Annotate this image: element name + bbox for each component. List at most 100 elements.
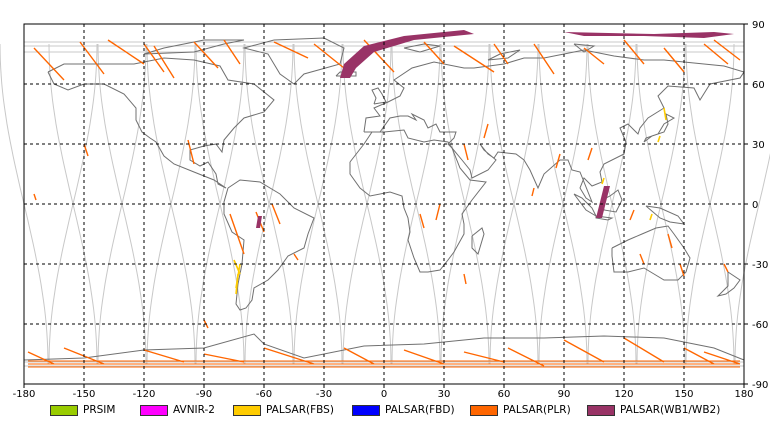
coastline bbox=[716, 271, 741, 297]
longitude-tick-labels: -180 -150 -120 -90 -60 -30 0 30 60 90 12… bbox=[13, 389, 754, 400]
legend-label: PALSAR(FBS) bbox=[266, 404, 334, 416]
plr-swath bbox=[143, 43, 165, 73]
legend-label: PALSAR(FBD) bbox=[385, 404, 455, 416]
lon-tick-label: -60 bbox=[256, 389, 272, 400]
coastline bbox=[471, 227, 485, 255]
lat-tick-label: 90 bbox=[752, 20, 765, 31]
fbs-swath bbox=[235, 273, 239, 295]
plr-swath bbox=[313, 43, 345, 69]
legend-item-palsar-wb: PALSAR(WB1/WB2) bbox=[587, 400, 720, 420]
plr-swath bbox=[83, 143, 89, 157]
lat-tick-label: -90 bbox=[752, 380, 768, 391]
plr-swath bbox=[483, 123, 489, 139]
lon-tick-label: -120 bbox=[133, 389, 156, 400]
plr-swath bbox=[563, 339, 605, 363]
plr-swath bbox=[403, 349, 445, 365]
plr-swath bbox=[419, 213, 425, 229]
legend-label: PALSAR(WB1/WB2) bbox=[620, 404, 721, 416]
lon-tick-label: 0 bbox=[381, 389, 387, 400]
plr-swath bbox=[193, 41, 219, 69]
plr-swath bbox=[79, 41, 105, 75]
plr-swath bbox=[623, 39, 645, 65]
plr-swath bbox=[533, 43, 555, 75]
lat-lon-grid bbox=[23, 23, 748, 388]
coastline bbox=[595, 215, 614, 221]
coastline bbox=[23, 333, 745, 361]
coastline bbox=[611, 225, 691, 281]
legend-swatch bbox=[587, 404, 615, 416]
plr-swath bbox=[531, 187, 535, 197]
map-frame bbox=[23, 23, 745, 385]
plr-swath bbox=[623, 337, 665, 363]
legend-label: AVNIR-2 bbox=[173, 404, 215, 416]
fbs-swath bbox=[657, 135, 661, 143]
lon-tick-label: 60 bbox=[498, 389, 511, 400]
fbs-swath bbox=[649, 213, 653, 221]
coastline bbox=[403, 43, 441, 53]
plr-swath bbox=[663, 47, 685, 73]
lon-tick-label: 120 bbox=[614, 389, 633, 400]
legend-swatch bbox=[50, 404, 78, 416]
lat-tick-label: 0 bbox=[752, 200, 758, 211]
wb-swath bbox=[256, 216, 262, 228]
plr-swath bbox=[507, 347, 545, 367]
legend: PRSIM AVNIR-2 PALSAR(FBS) PALSAR(FBD) PA… bbox=[0, 400, 770, 422]
legend-item-palsar-plr: PALSAR(PLR) bbox=[470, 400, 571, 420]
lon-tick-label: 180 bbox=[734, 389, 753, 400]
plr-swath bbox=[229, 213, 245, 255]
plr-swath bbox=[463, 273, 467, 285]
plr-swath bbox=[423, 41, 445, 65]
legend-item-palsar-fbs: PALSAR(FBS) bbox=[233, 400, 334, 420]
legend-swatch bbox=[233, 404, 261, 416]
legend-item-avnir2: AVNIR-2 bbox=[140, 400, 215, 420]
wb-swath bbox=[340, 30, 474, 78]
plr-swath bbox=[435, 203, 441, 221]
coastline bbox=[47, 57, 275, 189]
lon-tick-label: 150 bbox=[674, 389, 693, 400]
plr-swath bbox=[463, 143, 469, 161]
plr-swath bbox=[667, 233, 673, 249]
fbs-swath bbox=[233, 259, 241, 275]
fbs-swath bbox=[601, 177, 605, 185]
plr-swath bbox=[587, 147, 593, 161]
coastline bbox=[223, 179, 315, 311]
lon-tick-label: 90 bbox=[558, 389, 571, 400]
coastline bbox=[573, 193, 598, 218]
plr-swath bbox=[583, 47, 605, 65]
plr-swath bbox=[555, 153, 561, 169]
plr-swath bbox=[293, 253, 299, 261]
legend-label: PALSAR(PLR) bbox=[503, 404, 571, 416]
wb-swath bbox=[596, 186, 610, 218]
plr-swath bbox=[107, 39, 145, 65]
plr-swath bbox=[153, 45, 175, 79]
legend-swatch bbox=[470, 404, 498, 416]
plr-swath bbox=[703, 351, 741, 365]
legend-item-prsim: PRSIM bbox=[50, 400, 115, 420]
legend-label: PRSIM bbox=[83, 404, 116, 416]
lat-tick-label: 30 bbox=[752, 140, 765, 151]
plr-swath bbox=[33, 47, 65, 81]
legend-swatch bbox=[140, 404, 168, 416]
plr-swath bbox=[723, 263, 729, 273]
lat-tick-label: -30 bbox=[752, 260, 768, 271]
coastline bbox=[643, 113, 676, 143]
plr-swath bbox=[713, 39, 741, 61]
wb-swath bbox=[564, 32, 734, 38]
coastline bbox=[573, 43, 596, 53]
lon-tick-label: -30 bbox=[316, 389, 332, 400]
plr-swath bbox=[33, 193, 37, 201]
plr-swath bbox=[639, 253, 645, 265]
plr-swath bbox=[271, 203, 281, 225]
coastline bbox=[349, 129, 487, 273]
plr-swath bbox=[453, 45, 495, 73]
lat-tick-label: -60 bbox=[752, 320, 768, 331]
map-canvas: -180 -150 -120 -90 -60 -30 0 30 60 90 12… bbox=[0, 20, 770, 400]
plr-swath bbox=[273, 41, 309, 59]
plr-swath bbox=[27, 351, 55, 365]
coastline bbox=[371, 87, 387, 105]
legend-item-palsar-fbd: PALSAR(FBD) bbox=[352, 400, 455, 420]
lon-tick-label: 30 bbox=[438, 389, 451, 400]
fbs-swath bbox=[663, 107, 667, 121]
plr-swath bbox=[703, 43, 729, 65]
